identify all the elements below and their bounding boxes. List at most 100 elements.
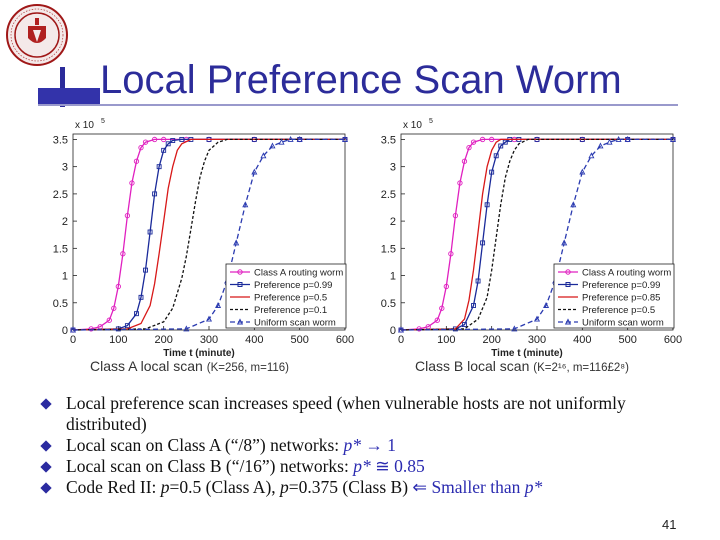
chart-0-data-point: [142, 139, 149, 145]
chart-1-data-point: [479, 136, 486, 143]
chart-0-data-point: [161, 136, 167, 143]
bullet-text: ≅ 0.85: [375, 456, 425, 476]
chart-1-x-tick-label: 0: [398, 334, 404, 346]
bullet-list: Local preference scan increases speed (w…: [40, 393, 680, 498]
chart-1-data-point: [498, 143, 504, 149]
chart-1-data-point: [533, 315, 541, 322]
chart-0-x-tick-label: 500: [290, 334, 308, 346]
chart-1-y-tick-label: 0: [390, 325, 396, 337]
chart-1-data-point: [439, 305, 445, 311]
chart-0-y-tick-label: 0: [62, 325, 68, 337]
bullet-text: Local preference scan increases speed (w…: [66, 393, 626, 434]
diamond-bullet-icon: [40, 482, 52, 494]
chart-0-y-tick-label: 3: [62, 162, 68, 174]
decorative-horizontal-bar: [38, 88, 100, 104]
chart-1-data-point: [570, 201, 577, 208]
chart-1-legend-marker: [564, 318, 572, 325]
chart-0-data-point: [124, 213, 131, 219]
diamond-bullet-icon: [40, 440, 52, 452]
chart-1-data-point: [452, 213, 459, 219]
chart-0-y-tick-label: 1: [62, 271, 68, 283]
chart-1-y-tick-label: 2.5: [381, 189, 396, 201]
chart-1-data-point: [597, 142, 604, 149]
chart-1-legend-label: Uniform scan worm: [582, 318, 664, 329]
chart-0-data-point: [165, 141, 171, 147]
bullet-text: p*: [343, 435, 366, 455]
chart-1-data-point: [502, 139, 508, 145]
diamond-bullet-icon: [40, 461, 52, 473]
chart-class-b: 0 0.5 1 1.5 2 2.5 3 3.5 0 100 200 300 400 500 600 x 10 5…: [381, 118, 682, 359]
chart-1-x-tick-label: 500: [618, 334, 636, 346]
chart-1-legend-label: Preference p=0.5: [582, 305, 655, 316]
chart-1-x-axis-label: Time t (minute): [491, 348, 562, 359]
chart-1-data-point: [484, 202, 490, 208]
chart-1-y-tick-label: 3.5: [381, 134, 396, 146]
chart-1-data-point: [615, 135, 622, 142]
chart-1-data-point: [443, 283, 449, 290]
chart-0-data-point: [156, 164, 162, 170]
chart-1-y-multiplier-exponent: 5: [429, 118, 433, 125]
chart-1-data-point: [606, 138, 613, 145]
caption-class-b-main: Class B local scan: [415, 358, 534, 374]
chart-1-legend-label: Class A routing worm: [582, 268, 671, 279]
chart-0-data-point: [341, 135, 349, 142]
chart-1-y-tick-label: 0.5: [381, 298, 396, 310]
bullet-item: Code Red II: p=0.5 (Class A), p=0.375 (C…: [40, 477, 680, 498]
caption-class-a: Class A local scan (K=256, m=116): [90, 358, 289, 374]
chart-0-data-point: [170, 138, 176, 143]
chart-1-legend-marker: [565, 282, 571, 287]
chart-1-data-point: [579, 168, 586, 175]
chart-0-legend-marker: [237, 269, 243, 275]
chart-1-data-point: [448, 251, 454, 257]
chart-1-y-tick-label: 1.5: [381, 243, 396, 255]
chart-0-y-multiplier: x 10: [75, 120, 94, 131]
chart-1-data-point: [466, 144, 472, 151]
chart-1-data-point: [470, 139, 477, 145]
chart-0-data-point: [129, 180, 135, 186]
chart-1-data-point: [434, 317, 440, 323]
caption-class-b: Class B local scan (K=2¹⁶, m=116£2⁸): [415, 358, 629, 374]
bullet-item: Local scan on Class B (“/16”) networks: …: [40, 456, 680, 477]
chart-0-data-point: [151, 136, 158, 143]
slide-title: Local Preference Scan Worm: [100, 58, 622, 102]
chart-1-x-tick-label: 600: [664, 334, 682, 346]
chart-0-legend-marker: [237, 282, 243, 287]
chart-0-data-point: [152, 191, 158, 197]
diamond-bullet-icon: [40, 398, 52, 410]
chart-0-data-point: [124, 323, 130, 329]
bullet-text: p: [280, 477, 289, 497]
chart-0-data-point: [251, 168, 258, 175]
chart-1-y-tick-label: 3: [390, 162, 396, 174]
caption-class-b-params: (K=2¹⁶, m=116£2⁸): [533, 362, 629, 374]
chart-1-data-point: [493, 153, 499, 159]
chart-0-y-tick-label: 2.5: [53, 189, 68, 201]
chart-1-legend-label: Preference p=0.99: [582, 280, 660, 291]
bullet-text: =0.375 (Class B): [288, 477, 413, 497]
chart-0-x-tick-label: 0: [70, 334, 76, 346]
chart-0-data-point: [138, 294, 144, 300]
chart-1-x-tick-label: 200: [482, 334, 500, 346]
chart-0-x-tick-label: 300: [200, 334, 218, 346]
chart-1-y-tick-label: 1: [390, 271, 396, 283]
chart-0-data-point: [269, 142, 276, 149]
chart-0-legend-label: Preference p=0.99: [254, 280, 332, 291]
bullet-text: p*: [353, 456, 376, 476]
caption-class-a-params: (K=256, m=116): [206, 362, 289, 374]
chart-0-x-tick-label: 600: [336, 334, 354, 346]
bullet-text: p*: [524, 477, 543, 497]
bullet-item: Local scan on Class A (“/8”) networks: p…: [40, 435, 680, 456]
chart-1-data-point: [475, 278, 481, 284]
chart-1-data-point: [489, 169, 495, 175]
chart-1-data-point: [561, 239, 568, 246]
chart-0-data-point: [133, 158, 140, 164]
bullet-text: p: [160, 477, 170, 497]
chart-0-data-point: [161, 147, 167, 153]
chart-0-data-point: [179, 136, 185, 142]
chart-0-series-line: [72, 138, 345, 331]
page-number: 41: [662, 517, 677, 532]
bullet-text: Local scan on Class B (“/16”) networks:: [66, 456, 354, 476]
chart-0-data-point: [134, 311, 139, 317]
chart-0-data-point: [143, 267, 148, 273]
chart-0-x-tick-label: 100: [109, 334, 127, 346]
chart-1-data-point: [588, 152, 595, 159]
